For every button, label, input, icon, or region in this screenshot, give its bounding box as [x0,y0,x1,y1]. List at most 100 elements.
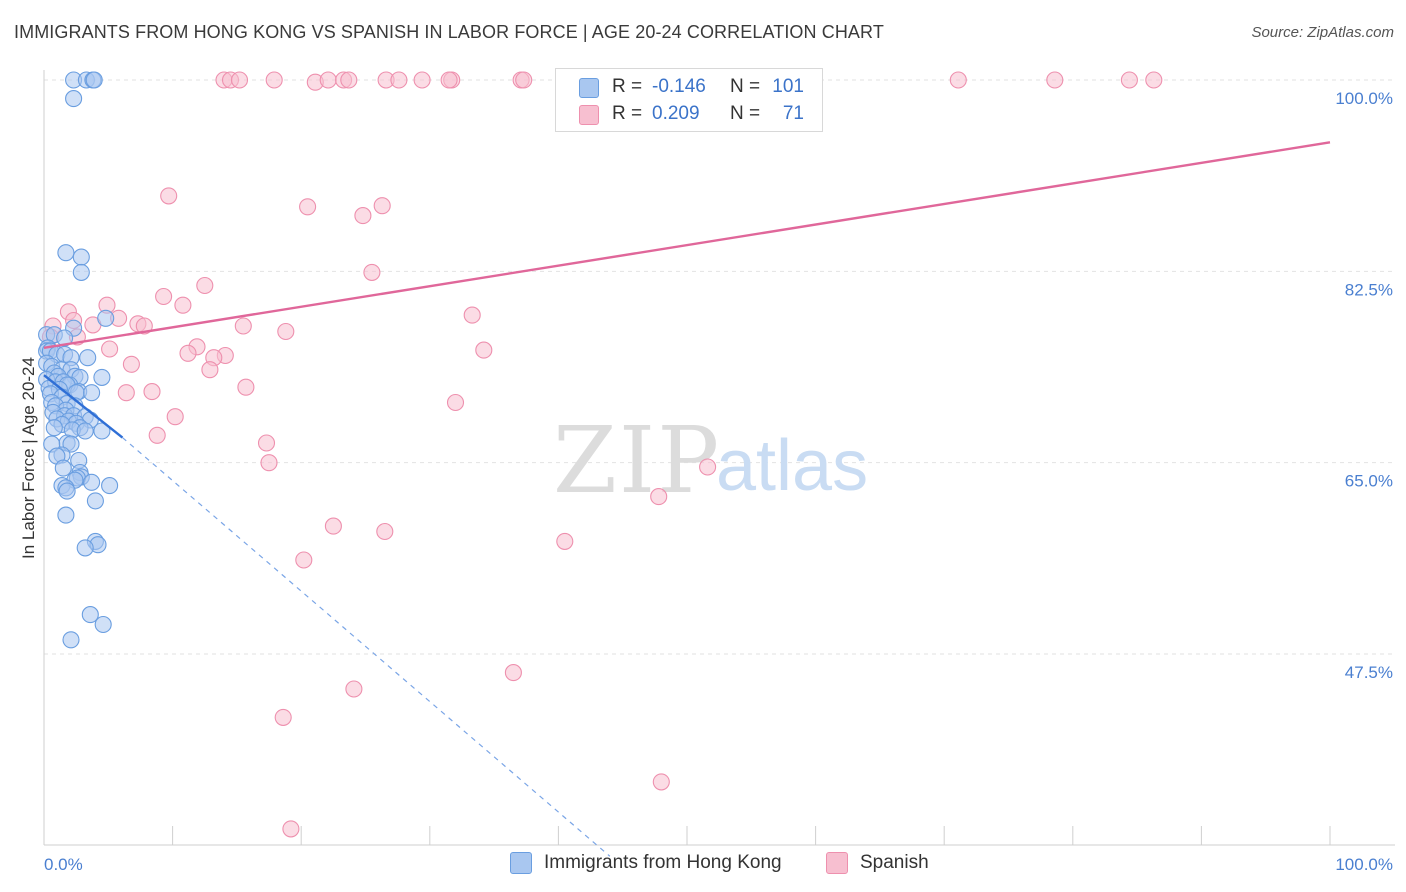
series-hong-kong [38,71,119,649]
n-value: 71 [782,103,804,124]
data-point [363,263,381,281]
data-point [81,606,99,624]
x-tick-labels: 0.0% 100.0% [44,855,1393,874]
data-point [324,517,342,535]
data-point [354,207,372,225]
x-tick-label: 100.0% [1335,855,1393,874]
data-point [62,631,80,649]
data-point [65,90,83,108]
data-point [93,422,111,440]
data-point [101,340,119,358]
trendline-spanish [43,141,1331,350]
data-point [94,615,112,634]
data-point [45,419,63,437]
r-label: R = [612,103,643,124]
data-point [97,309,115,327]
data-point [117,384,135,402]
data-point [54,459,72,477]
series-layer [38,71,1163,838]
data-point [257,434,276,452]
chart-title: IMMIGRANTS FROM HONG KONG VS SPANISH IN … [14,22,884,42]
data-point [463,306,481,324]
data-point [86,492,104,510]
data-point [101,477,119,495]
y-tick-label: 47.5% [1345,663,1393,682]
data-point [515,71,533,89]
data-point [504,664,522,682]
data-point [166,408,184,426]
trendline-hong-kong-extension [122,437,611,857]
data-point [234,317,252,335]
data-point [949,71,967,89]
data-point [160,187,178,205]
axes [43,70,1395,846]
data-point [72,263,90,281]
data-point [76,422,94,440]
data-point [155,287,173,306]
data-point [295,551,313,569]
stats-row-hong-kong: R = -0.146 N = 101 [579,74,804,100]
data-point [83,473,101,491]
legend-item-spanish[interactable]: Spanish [826,852,929,874]
legend-swatch-spanish [826,852,848,874]
y-tick-label: 82.5% [1345,280,1393,299]
trend-layer [43,141,1331,857]
y-tick-label: 100.0% [1335,89,1393,108]
data-point [122,355,140,373]
data-point [390,71,408,89]
data-point [699,458,717,476]
data-point [446,393,465,412]
data-point [79,349,97,367]
data-point [1046,71,1064,89]
legend: Immigrants from Hong Kong Spanish [0,852,1406,878]
data-point [373,197,391,215]
data-point [85,71,103,89]
data-point [440,71,458,89]
data-point [174,296,192,314]
data-point [340,71,358,89]
y-tick-labels: 100.0% 82.5% 65.0% 47.5% [1335,89,1393,682]
n-label: N = [730,103,761,124]
data-point [345,680,363,698]
x-tick-marks [43,826,1331,845]
legend-item-hong-kong[interactable]: Immigrants from Hong Kong [510,852,782,874]
n-label: N = [730,76,761,97]
data-point [1145,71,1163,89]
data-point [196,276,214,295]
source-label: Source: ZipAtlas.com [1251,24,1394,41]
data-point [57,244,75,262]
legend-label-hong-kong: Immigrants from Hong Kong [544,852,782,873]
data-point [556,532,574,550]
r-label: R = [612,76,643,97]
watermark-zip: ZIP [553,407,721,514]
data-point [76,539,94,557]
data-point [1120,71,1138,89]
data-point [201,361,219,379]
y-axis-label: In Labor Force | Age 20-24 [19,357,38,559]
data-point [57,506,75,524]
data-point [376,522,394,541]
n-value: 101 [772,76,804,97]
stats-swatch-hong-kong [579,78,599,98]
stats-box: R = -0.146 N = 101 R = 0.209 N = 71 [555,68,823,132]
x-tick-label: 0.0% [44,855,83,874]
data-point [237,378,255,396]
data-point [282,820,300,838]
data-point [179,344,197,362]
watermark: ZIP atlas [553,407,868,514]
data-point [475,341,493,359]
data-point [148,426,166,444]
data-point [652,773,670,791]
stats-row-spanish: R = 0.209 N = 71 [579,101,804,127]
data-point [72,248,90,266]
data-point [265,71,283,89]
y-tick-label: 65.0% [1345,472,1393,491]
legend-swatch-hong-kong [510,852,532,874]
gridlines [44,79,1395,655]
data-point [58,482,76,500]
legend-label-spanish: Spanish [860,852,929,873]
data-point [413,71,431,89]
data-point [83,384,101,402]
data-point [650,488,668,506]
